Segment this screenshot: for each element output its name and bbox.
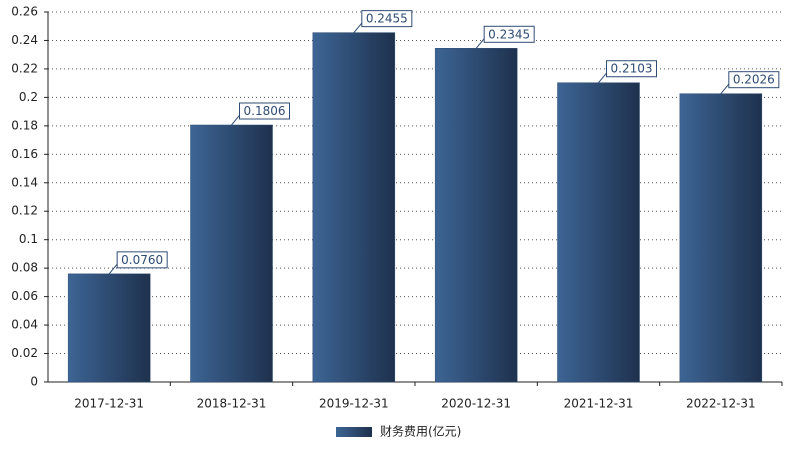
y-tick-label: 0.22: [11, 61, 38, 75]
legend-label: 财务费用(亿元): [380, 424, 461, 439]
value-label: 0.2103: [611, 62, 653, 76]
bar: [557, 82, 640, 383]
bar: [67, 273, 151, 383]
y-tick-label: 0.14: [11, 175, 38, 189]
bar: [679, 93, 763, 383]
y-tick-label: 0.2: [19, 90, 38, 104]
label-box: [483, 25, 535, 43]
y-tick-label: 0.02: [11, 346, 38, 360]
value-label: 0.1806: [244, 104, 286, 118]
label-box: [361, 10, 413, 28]
y-tick-label: 0: [30, 375, 38, 389]
y-tick-label: 0.1: [19, 232, 38, 246]
x-tick-label: 2020-12-31: [441, 397, 511, 411]
y-tick-label: 0.18: [11, 118, 38, 132]
label-box: [116, 251, 168, 269]
bar: [434, 48, 518, 383]
value-label: 0.0760: [121, 253, 163, 267]
y-tick-label: 0.24: [11, 33, 38, 47]
bar: [190, 124, 273, 383]
label-box: [606, 60, 657, 78]
x-tick-label: 2022-12-31: [686, 397, 756, 411]
value-label: 0.2455: [366, 12, 408, 26]
x-tick-label: 2017-12-31: [74, 397, 144, 411]
value-label: 0.2345: [488, 27, 530, 41]
legend-swatch: [336, 427, 372, 437]
y-tick-label: 0.08: [11, 261, 38, 275]
x-tick-label: 2019-12-31: [319, 397, 389, 411]
y-tick-label: 0.06: [11, 289, 38, 303]
x-tick-label: 2021-12-31: [564, 397, 634, 411]
y-tick-label: 0.26: [11, 5, 38, 19]
label-box: [239, 102, 290, 120]
y-tick-label: 0.12: [11, 204, 38, 218]
bar: [312, 32, 396, 383]
value-label: 0.2026: [733, 73, 775, 87]
y-tick-label: 0.16: [11, 147, 38, 161]
label-box: [728, 71, 780, 89]
y-tick-label: 0.04: [11, 318, 38, 332]
x-tick-label: 2018-12-31: [197, 397, 267, 411]
